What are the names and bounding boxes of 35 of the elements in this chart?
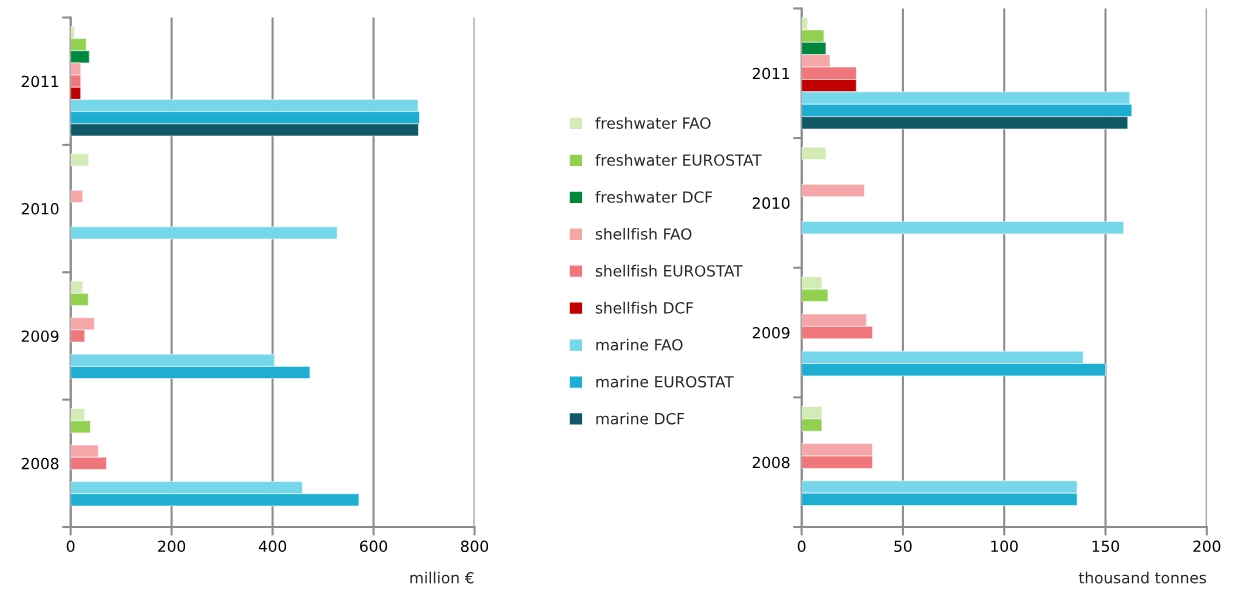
y-tick-label: 2009 <box>21 330 59 342</box>
y-tick-label: 2008 <box>21 457 59 470</box>
x-tick-label: 0 <box>797 540 806 553</box>
bar <box>801 146 827 160</box>
legend-label: marine EUROSTAT <box>596 375 734 388</box>
legend-label: marine DCF <box>596 412 685 425</box>
x-tick-label: 400 <box>258 540 287 553</box>
legend-label: freshwater FAO <box>595 117 711 129</box>
legend-label: freshwater EUROSTAT <box>595 154 762 166</box>
y-tick-label: 2009 <box>752 327 790 339</box>
legend-label: shellfish FAO <box>595 227 692 240</box>
y-tick-label: 2011 <box>21 75 59 88</box>
x-tick-label: 200 <box>1193 540 1221 553</box>
y-tick-label: 2011 <box>752 67 790 80</box>
x-tick-label: 800 <box>460 540 489 553</box>
x-tick-label: 100 <box>991 540 1018 553</box>
x-tick-label: 50 <box>894 540 912 553</box>
x-tick-label: 150 <box>1092 540 1120 553</box>
x-tick-label: 600 <box>360 540 388 553</box>
x-axis-title: thousand tonnes <box>1078 571 1207 584</box>
y-tick-label: 2008 <box>752 456 790 469</box>
bar <box>801 221 1125 235</box>
y-tick-label: 2010 <box>752 197 790 209</box>
legend-label: shellfish DCF <box>595 301 694 314</box>
legend-label: marine FAO <box>596 338 683 351</box>
bar <box>70 153 90 167</box>
bar <box>801 184 865 197</box>
legend-label: shellfish EUROSTAT <box>595 264 743 277</box>
x-tick-label: 0 <box>66 540 75 553</box>
legend-label: freshwater DCF <box>595 190 713 203</box>
bar <box>70 226 338 240</box>
bar <box>70 190 84 203</box>
x-axis-title: million € <box>410 571 474 584</box>
x-tick-label: 200 <box>158 540 186 553</box>
y-tick-label: 2010 <box>21 203 59 215</box>
